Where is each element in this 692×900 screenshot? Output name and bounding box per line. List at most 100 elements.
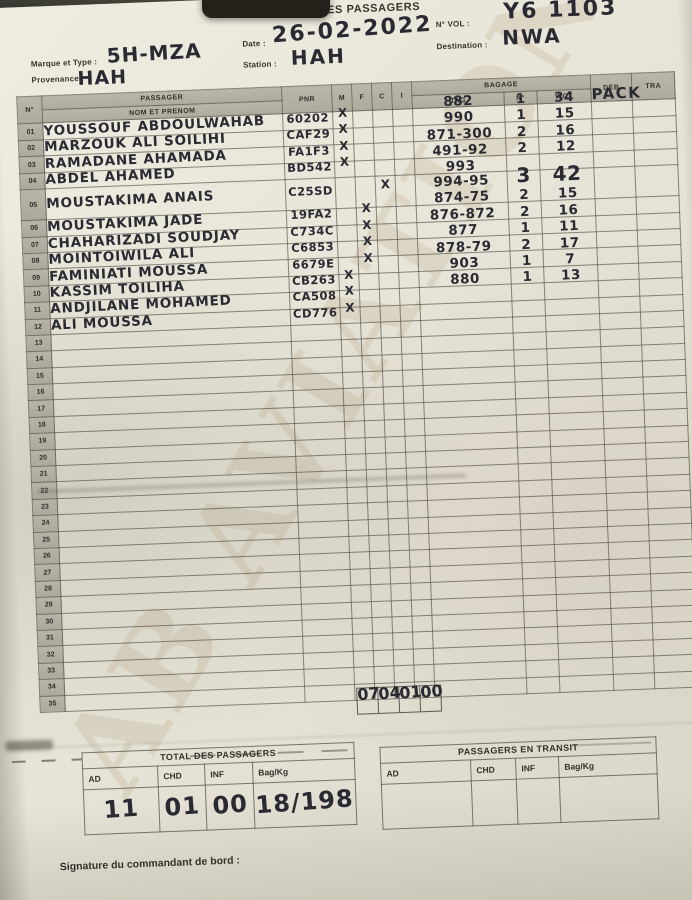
- total-ad-value: 11: [102, 793, 141, 824]
- cell-m: [352, 633, 374, 652]
- cell-i: [412, 631, 434, 649]
- cell-f: [371, 600, 392, 618]
- cell-c: [384, 419, 406, 437]
- cell-pnr: [302, 618, 353, 637]
- cell-c: [379, 304, 401, 322]
- cell-deb: [605, 475, 648, 494]
- cell-tra: [646, 457, 690, 476]
- cell-c: [376, 222, 398, 241]
- cell-m: [348, 535, 370, 553]
- cell-tra: [636, 212, 681, 231]
- cell-f: [364, 420, 386, 438]
- cell-i: [402, 369, 424, 387]
- cell-m: [344, 421, 366, 439]
- cell-f: [360, 321, 382, 340]
- cell-bag_no: [516, 430, 551, 448]
- cell-m: [341, 355, 363, 373]
- cell-m: [341, 339, 362, 357]
- cell-i: [396, 205, 417, 223]
- handwritten-bag_no: 1: [516, 107, 527, 124]
- total-ad-cell: 11: [83, 786, 161, 835]
- cell-no: 11: [24, 301, 51, 320]
- total-infant-value: 00: [419, 680, 444, 702]
- cell-pnr: [292, 372, 344, 391]
- total-female-cell: 04: [378, 683, 401, 713]
- total-chd-cell: 01: [158, 785, 207, 832]
- handwritten-tag: 990: [443, 109, 474, 127]
- cell-bag_no: [525, 659, 560, 678]
- cell-no: 02: [18, 139, 45, 158]
- cell-deb: [601, 377, 644, 396]
- cell-bag_no: [512, 315, 547, 334]
- cell-deb: [607, 508, 649, 527]
- sex-count-totals: 07 04 01 00: [356, 681, 443, 715]
- cell-f: [362, 371, 384, 389]
- cell-m: [348, 519, 369, 537]
- handwritten-tag: 882: [443, 92, 474, 110]
- handwritten-wgt: 7: [565, 250, 576, 268]
- cell-bag_no: [523, 610, 558, 629]
- cell-tra: [651, 605, 692, 624]
- handwritten-bag_no: 2: [519, 203, 531, 220]
- handwritten-tag: 877: [448, 221, 479, 240]
- cell-tra: [646, 474, 691, 493]
- cell-deb: [598, 295, 641, 314]
- cell-f: [366, 485, 388, 503]
- handwritten-deb: PACK: [591, 83, 642, 104]
- cell-i: [396, 222, 418, 240]
- transit-ad-cell: [381, 780, 474, 830]
- cell-no: 21: [30, 465, 57, 484]
- handwritten-f: X: [362, 233, 373, 249]
- handwritten-f: X: [363, 250, 374, 265]
- cell-f: [353, 143, 375, 161]
- cell-m: [346, 486, 368, 504]
- cell-tra: [644, 408, 688, 427]
- cell-tra: [647, 506, 692, 525]
- cell-pnr: CD776: [290, 305, 341, 326]
- cell-bag_no: 1: [511, 269, 545, 301]
- handwritten-tag: 874-75: [433, 188, 490, 207]
- cell-i: [410, 566, 431, 584]
- handwritten-m: X: [338, 138, 349, 153]
- cell-c: [388, 517, 409, 535]
- cell-f: [363, 387, 384, 405]
- pen-dashes-left: [11, 758, 82, 764]
- cell-m: [350, 568, 371, 586]
- cell-pnr: [302, 634, 354, 654]
- cell-tra: [651, 588, 692, 607]
- cell-pnr: [297, 503, 349, 522]
- cell-i: [398, 254, 419, 273]
- dark-object-on-photo: [202, 0, 330, 18]
- cell-no: 34: [39, 678, 65, 696]
- cell-pnr: [291, 339, 342, 359]
- handwritten-pnr: C25SD: [287, 182, 334, 199]
- cell-c: [385, 452, 407, 470]
- cell-no: 05: [20, 189, 47, 221]
- cell-i: [394, 158, 415, 176]
- cell-i: [399, 287, 420, 305]
- cell-deb: [605, 459, 647, 478]
- cell-no: 23: [32, 498, 58, 516]
- cell-f: [368, 534, 390, 553]
- handwritten-pnr: BD542: [286, 159, 333, 176]
- handwritten-name: MOUSTAKIMA ANAIS: [45, 187, 215, 212]
- cell-tra: [639, 277, 683, 296]
- handwritten-pnr: CA508: [292, 288, 337, 305]
- total-inf-cell: 00: [205, 783, 255, 831]
- cell-f: [361, 354, 383, 372]
- cell-c: [372, 109, 394, 128]
- cell-f: X: [358, 250, 379, 274]
- cell-pnr: [294, 421, 346, 441]
- cell-tra: [634, 164, 679, 198]
- cell-c: [381, 353, 403, 372]
- cell-bag_no: [520, 528, 555, 547]
- cell-m: [350, 584, 372, 602]
- cell-c: [387, 501, 409, 519]
- cell-deb: [599, 312, 642, 330]
- cell-no: 29: [35, 596, 62, 615]
- cell-c: [393, 648, 414, 666]
- cell-i: [403, 385, 424, 404]
- cell-i: [403, 402, 425, 420]
- handwritten-bag_no: 1: [522, 269, 533, 286]
